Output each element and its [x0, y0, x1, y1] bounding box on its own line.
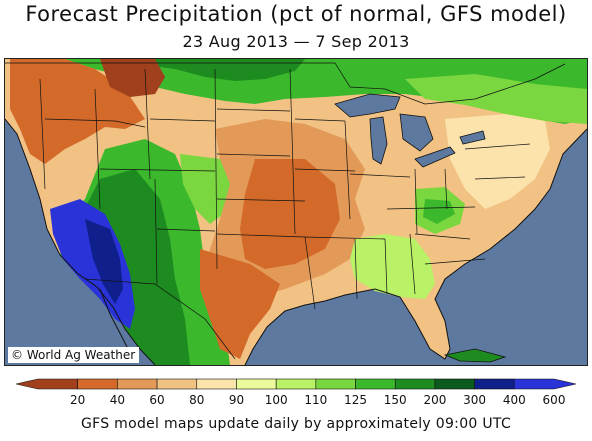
legend-swatch	[156, 378, 198, 390]
legend-tick-label: 60	[149, 393, 164, 407]
legend-tick-label: 600	[543, 393, 566, 407]
legend-tick-label: 200	[423, 393, 446, 407]
legend-tick-label: 90	[229, 393, 244, 407]
legend-swatch	[196, 378, 237, 390]
sw-darkgreen	[80, 169, 190, 365]
legend-colorbar: 20 40 60 80 90 100 110 125 150 200 300 400 600	[15, 378, 577, 407]
legend-tick-label: 20	[70, 393, 85, 407]
legend-swatch	[236, 378, 277, 390]
legend-swatch	[514, 378, 577, 390]
legend-swatch	[77, 378, 118, 390]
lake-erie	[414, 146, 456, 168]
precipitation-map: © World Ag Weather	[4, 58, 588, 366]
legend-swatch	[315, 378, 356, 390]
lake-ontario	[459, 130, 486, 145]
legend-tick-label: 300	[463, 393, 486, 407]
legend-tick-label: 110	[304, 393, 327, 407]
cuba	[443, 348, 507, 363]
plains-core	[240, 159, 340, 269]
lake-michigan	[369, 116, 388, 165]
map-title: Forecast Precipitation (pct of normal, G…	[25, 2, 567, 26]
legend-swatch	[275, 378, 317, 390]
copyright-label: © World Ag Weather	[8, 347, 140, 363]
legend-tick-label: 400	[503, 393, 526, 407]
date-range: 23 Aug 2013 — 7 Sep 2013	[182, 32, 410, 51]
coastline	[5, 118, 587, 365]
legend-swatch	[434, 378, 475, 390]
canada-green	[65, 59, 587, 124]
map-canvas	[5, 59, 587, 365]
legend-tick-label: 80	[189, 393, 204, 407]
borders	[5, 62, 566, 360]
legend-swatch	[15, 378, 78, 390]
legend-tick-label: 40	[110, 393, 125, 407]
legend-tick-label: 100	[265, 393, 288, 407]
legend-tick-label: 125	[344, 393, 367, 407]
legend-swatch	[394, 378, 436, 390]
legend-swatch	[117, 378, 158, 390]
canada-lightgreen	[405, 74, 587, 124]
footer-note: GFS model maps update daily by approxima…	[80, 416, 512, 432]
legend-tick-label: 150	[384, 393, 407, 407]
montana-dry	[100, 59, 165, 97]
colorado-green	[180, 154, 235, 224]
sw-navy	[85, 219, 123, 304]
legend-swatch	[355, 378, 396, 390]
lake-superior	[334, 93, 401, 118]
legend-swatch	[474, 378, 515, 390]
lake-huron	[399, 113, 434, 152]
texas-dry	[200, 249, 280, 359]
